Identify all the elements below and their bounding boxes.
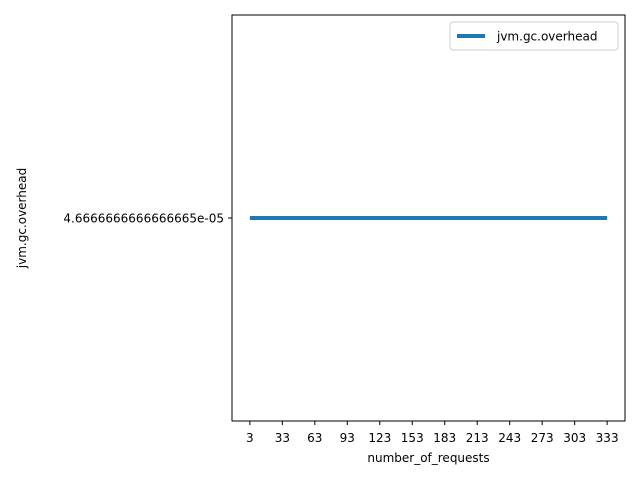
- x-tick-label: 333: [596, 431, 619, 445]
- x-tick-label: 303: [563, 431, 586, 445]
- y-tick-label: 4.6666666666666665e-05: [63, 212, 224, 226]
- plot-frame: [231, 14, 626, 422]
- legend: jvm.gc.overhead: [449, 21, 619, 51]
- x-axis-label: number_of_requests: [367, 451, 489, 465]
- y-axis: 4.6666666666666665e-05: [63, 212, 232, 226]
- x-tick-label: 63: [307, 431, 322, 445]
- x-axis: 3 33 63 93 123 153 183 213 243 273 303 333: [246, 421, 619, 445]
- x-tick-label: 153: [401, 431, 424, 445]
- legend-entry-label: jvm.gc.overhead: [496, 30, 597, 44]
- legend-box: [449, 21, 619, 51]
- y-axis-label: jvm.gc.overhead: [15, 168, 29, 269]
- x-tick-label: 3: [246, 431, 254, 445]
- x-tick-label: 123: [368, 431, 391, 445]
- x-tick-label: 183: [433, 431, 456, 445]
- x-tick-label: 213: [466, 431, 489, 445]
- x-tick-label: 273: [531, 431, 554, 445]
- x-tick-label: 243: [498, 431, 521, 445]
- x-tick-label: 93: [340, 431, 355, 445]
- x-tick-label: 33: [275, 431, 290, 445]
